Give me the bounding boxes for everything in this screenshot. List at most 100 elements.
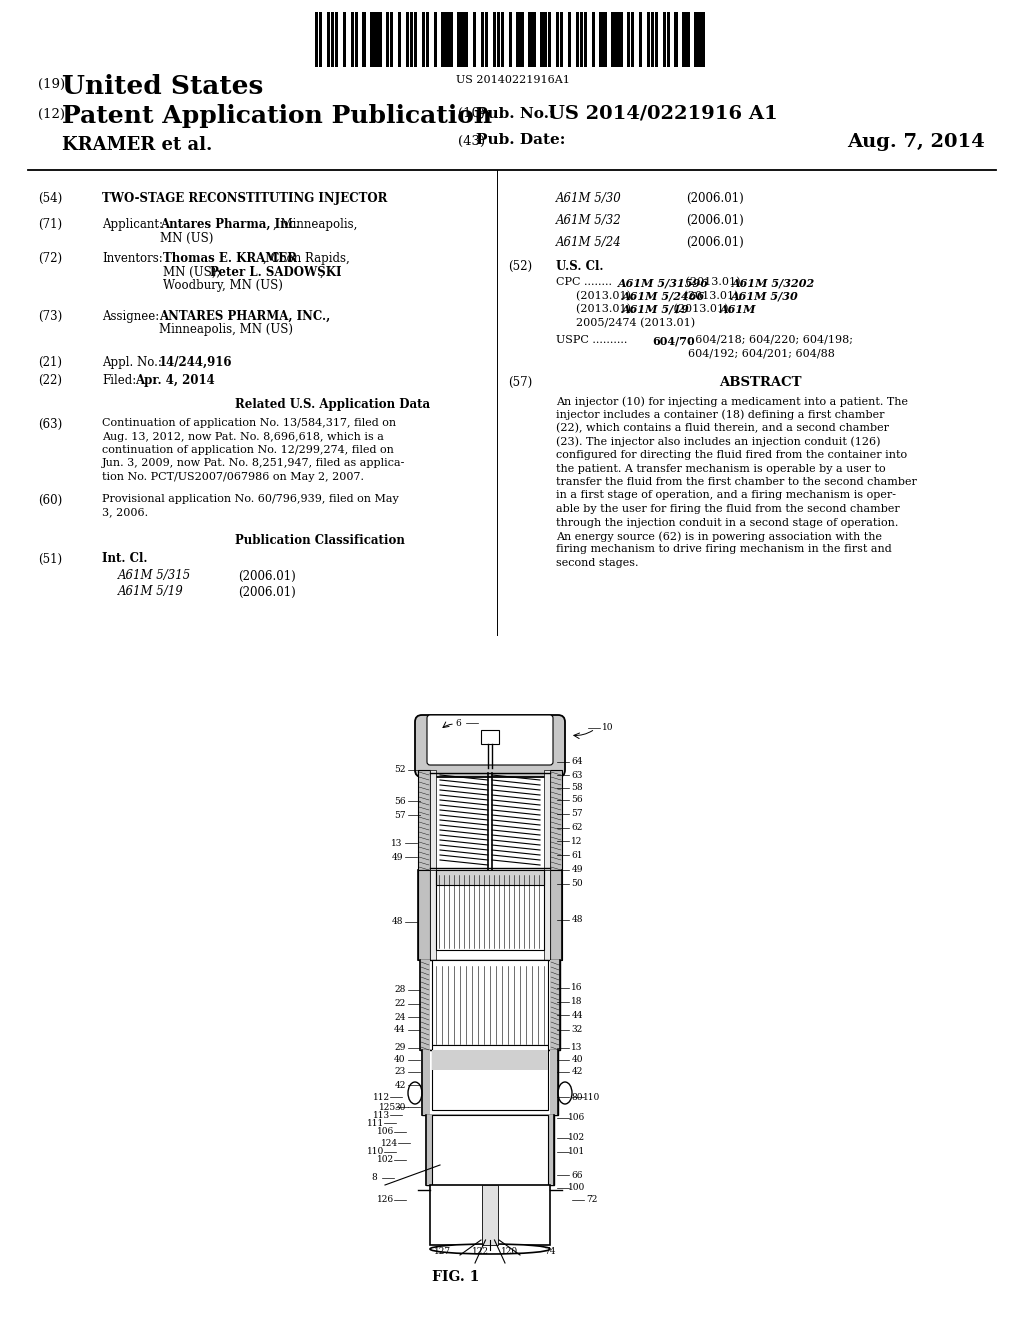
Text: 30: 30 <box>394 1102 406 1111</box>
Text: (2006.01): (2006.01) <box>686 191 743 205</box>
Text: transfer the fluid from the first chamber to the second chamber: transfer the fluid from the first chambe… <box>556 477 916 487</box>
Bar <box>631 12 634 67</box>
Text: Continuation of application No. 13/584,317, filed on: Continuation of application No. 13/584,3… <box>102 418 396 428</box>
Bar <box>509 12 512 67</box>
Text: (57): (57) <box>508 376 532 389</box>
Text: A61M 5/31596: A61M 5/31596 <box>618 277 709 288</box>
Text: A61M 5/32: A61M 5/32 <box>556 214 622 227</box>
Text: Applicant:: Applicant: <box>102 218 163 231</box>
Text: Provisional application No. 60/796,939, filed on May: Provisional application No. 60/796,939, … <box>102 494 398 503</box>
Text: 22: 22 <box>394 999 406 1008</box>
Text: A61M 5/3202: A61M 5/3202 <box>732 277 815 288</box>
Bar <box>398 12 401 67</box>
Bar <box>675 12 678 67</box>
Text: FIG. 1: FIG. 1 <box>432 1270 479 1284</box>
Text: 50: 50 <box>571 879 583 888</box>
Bar <box>420 960 560 1049</box>
Text: (2006.01): (2006.01) <box>238 586 296 598</box>
Bar <box>550 870 562 960</box>
Bar <box>548 12 551 67</box>
Text: 66: 66 <box>571 1171 583 1180</box>
Text: second stages.: second stages. <box>556 558 639 568</box>
Text: 48: 48 <box>571 916 583 924</box>
Text: configured for directing the fluid fired from the container into: configured for directing the fluid fired… <box>556 450 907 459</box>
Bar <box>410 12 413 67</box>
Text: 102: 102 <box>568 1134 586 1143</box>
Text: 63: 63 <box>571 771 583 780</box>
Bar <box>532 12 536 67</box>
Bar <box>343 12 346 67</box>
Bar <box>465 12 468 67</box>
Text: A61M 5/19: A61M 5/19 <box>623 304 690 315</box>
Bar <box>540 12 544 67</box>
Text: 604/70: 604/70 <box>652 335 694 346</box>
Bar <box>318 12 323 67</box>
Text: Antares Pharma, Inc.: Antares Pharma, Inc. <box>160 218 300 231</box>
Bar <box>335 12 338 67</box>
Text: 3, 2006.: 3, 2006. <box>102 507 148 517</box>
Text: 126: 126 <box>378 1196 394 1204</box>
Bar <box>422 12 425 67</box>
Text: (43): (43) <box>458 135 485 148</box>
FancyBboxPatch shape <box>427 715 553 766</box>
Text: (60): (60) <box>38 494 62 507</box>
Text: (12): (12) <box>38 108 65 121</box>
Text: Thomas E. KRAMER: Thomas E. KRAMER <box>163 252 297 265</box>
Text: 106: 106 <box>568 1114 586 1122</box>
Bar <box>592 12 595 67</box>
Text: Pub. Date:: Pub. Date: <box>476 133 565 147</box>
Text: Patent Application Publication: Patent Application Publication <box>62 104 493 128</box>
Bar <box>432 960 548 1045</box>
Text: Filed:: Filed: <box>102 374 136 387</box>
Bar <box>436 870 544 884</box>
Text: A61M 5/315: A61M 5/315 <box>118 569 191 582</box>
Bar <box>667 12 670 67</box>
Bar <box>560 12 563 67</box>
Text: (22): (22) <box>38 374 62 387</box>
Text: ANTARES PHARMA, INC.,: ANTARES PHARMA, INC., <box>159 310 331 323</box>
Text: Minneapolis, MN (US): Minneapolis, MN (US) <box>159 323 293 337</box>
Text: (19): (19) <box>38 78 66 91</box>
Bar <box>433 12 437 67</box>
Text: 40: 40 <box>571 1056 583 1064</box>
Bar <box>362 12 366 67</box>
Text: (2006.01): (2006.01) <box>686 236 743 249</box>
Text: 124: 124 <box>381 1138 398 1147</box>
Text: (72): (72) <box>38 252 62 265</box>
Text: continuation of application No. 12/299,274, filed on: continuation of application No. 12/299,2… <box>102 445 394 455</box>
Bar <box>418 870 430 960</box>
Text: (2006.01): (2006.01) <box>238 569 296 582</box>
Text: Assignee:: Assignee: <box>102 310 160 323</box>
Bar <box>647 12 650 67</box>
Text: 56: 56 <box>394 796 406 805</box>
Bar <box>620 12 623 67</box>
Text: U.S. Cl.: U.S. Cl. <box>556 260 603 273</box>
Bar <box>639 12 642 67</box>
Bar <box>484 12 488 67</box>
Text: US 20140221916A1: US 20140221916A1 <box>456 75 569 84</box>
Bar <box>627 12 631 67</box>
Text: 44: 44 <box>394 1026 406 1035</box>
Text: 56: 56 <box>571 796 583 804</box>
Text: 80: 80 <box>571 1093 583 1101</box>
Bar <box>327 12 330 67</box>
Bar <box>650 12 654 67</box>
Bar <box>528 12 531 67</box>
Bar <box>426 1115 554 1185</box>
Text: (52): (52) <box>508 260 532 273</box>
Bar <box>418 770 430 870</box>
Text: 100: 100 <box>568 1184 586 1192</box>
Text: able by the user for firing the fluid from the second chamber: able by the user for firing the fluid fr… <box>556 504 900 513</box>
Bar <box>386 12 389 67</box>
Bar <box>544 12 548 67</box>
Text: ,: , <box>319 265 324 279</box>
Bar <box>432 1045 548 1110</box>
Text: Aug. 7, 2014: Aug. 7, 2014 <box>847 133 985 150</box>
Text: 24: 24 <box>394 1012 406 1022</box>
Bar <box>481 12 484 67</box>
Bar <box>544 770 550 870</box>
Text: injector includes a container (18) defining a first chamber: injector includes a container (18) defin… <box>556 409 885 420</box>
Bar <box>654 12 658 67</box>
Text: 125: 125 <box>379 1102 396 1111</box>
Text: (21): (21) <box>38 356 62 370</box>
